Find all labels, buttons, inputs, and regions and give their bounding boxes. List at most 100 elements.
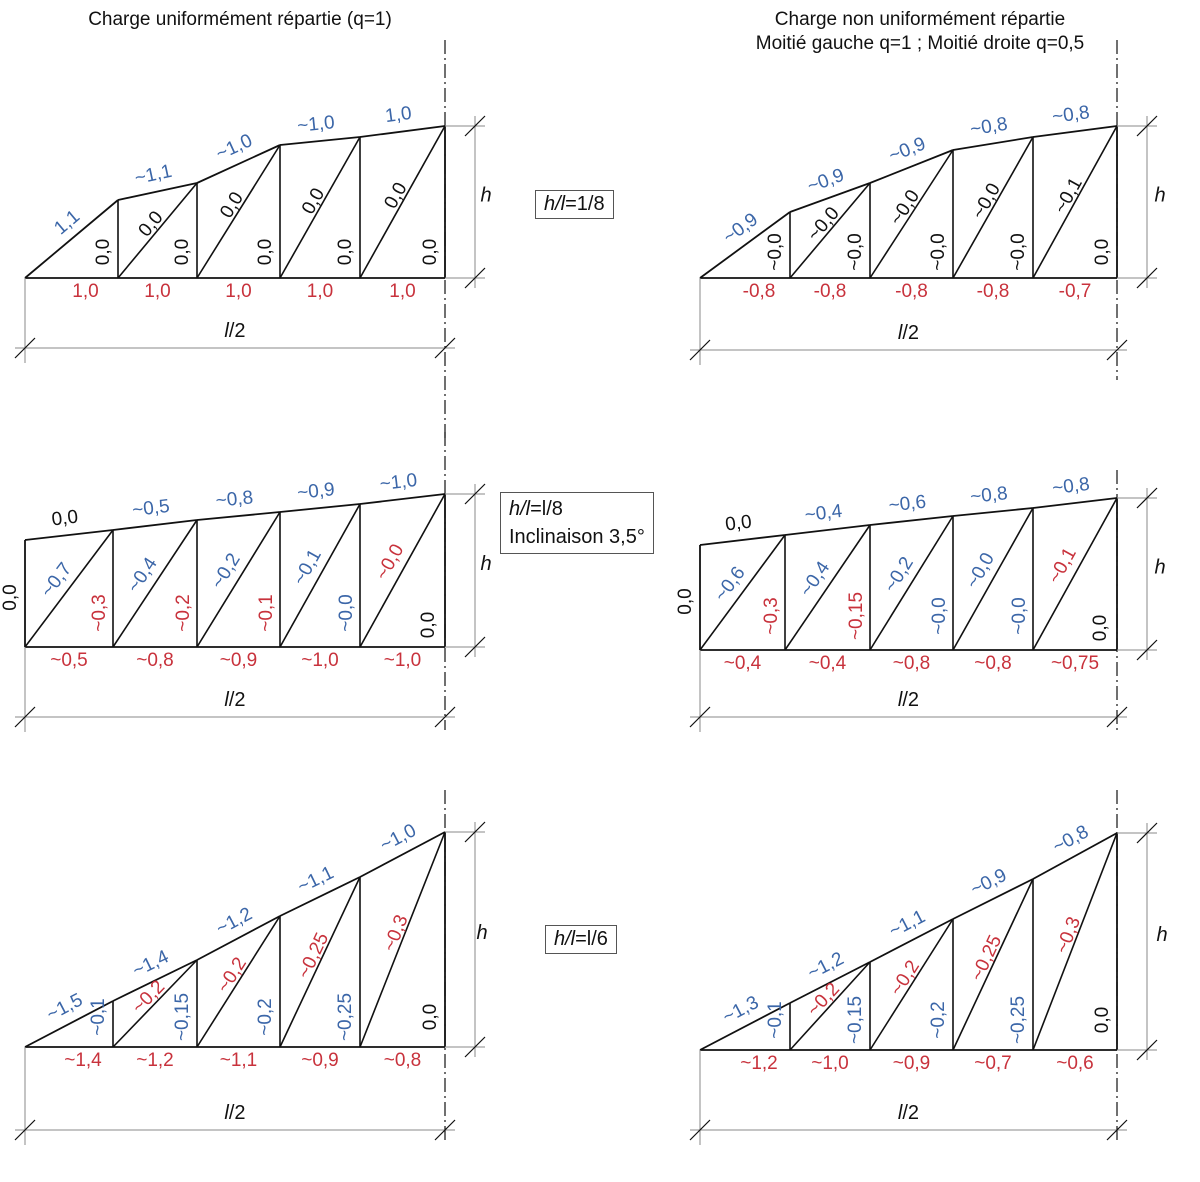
r3-left-top-label-1: ~1,5 xyxy=(43,990,86,1026)
r3-right-diagonal-3 xyxy=(869,918,954,1051)
r3-right-height-label: h xyxy=(1156,924,1167,946)
r3-right-top-label-5: ~0,8 xyxy=(1049,821,1092,857)
r3-right-top-chord-2 xyxy=(789,961,871,1004)
r2-left-top-chord-3 xyxy=(196,511,281,521)
r1-right-diag-label-4: ~0,1 xyxy=(1050,174,1087,217)
header-right-line2: Moitié gauche q=1 ; Moitié droite q=0,5 xyxy=(755,33,1085,54)
r2-left-end-left-label: 0,0 xyxy=(0,584,21,610)
r1-left-top-chord-1 xyxy=(24,199,119,279)
r1-right-vert-label-5: 0,0 xyxy=(1092,239,1113,265)
r2-left-span-label: l/2 xyxy=(224,689,245,711)
r1-right-top-label-2: ~0,9 xyxy=(805,165,847,198)
r2-left-bottom-label-1: ~0,5 xyxy=(50,650,88,671)
r2-right-bottom-label-4: ~0,8 xyxy=(974,653,1012,674)
r3-left-diagonal-5 xyxy=(359,831,446,1048)
r1-right-bottom-label-5: -0,7 xyxy=(1059,281,1092,302)
r1-left-diag-label-1: 0,0 xyxy=(135,207,168,241)
r1-right-diag-label-3: ~0,0 xyxy=(968,180,1005,223)
r3-left-vert-label-3: ~0,2 xyxy=(255,998,276,1036)
r3-left-top-label-3: ~1,2 xyxy=(213,904,256,940)
r2-right-top-chord-5 xyxy=(1032,497,1118,509)
r1-left-top-label-5: 1,0 xyxy=(384,103,413,127)
r2-right-height-tick-bottom xyxy=(1136,639,1158,661)
r1-left-diagonal-2 xyxy=(117,182,198,279)
r3-right-top-label-2: ~1,2 xyxy=(804,948,847,984)
r2-right-diagonal-3 xyxy=(869,515,954,651)
r2-right-height-label: h xyxy=(1154,556,1165,578)
r2-left-span-tick-left xyxy=(14,706,36,728)
r3-left-top-chord-4 xyxy=(279,876,361,917)
r2-right-top-label-4: ~0,8 xyxy=(969,483,1008,508)
r3-left-diag-label-2: ~0,2 xyxy=(213,954,251,997)
r1-left-bottom-label-1: 1,0 xyxy=(72,281,98,302)
r1-right-span-tick-left xyxy=(689,339,711,361)
r1-right-span-label: l/2 xyxy=(898,322,919,344)
r1-right-diagonal-4 xyxy=(952,136,1034,279)
r1-right-diagonal-2 xyxy=(789,182,871,279)
r1-right-vert-label-1: ~0,0 xyxy=(765,233,786,271)
r2-right-bottom-label-1: ~0,4 xyxy=(724,653,762,674)
r2-left-top-label-5: ~1,0 xyxy=(379,470,419,495)
r3-right-diagonal-4 xyxy=(952,878,1034,1051)
r1-left-diag-label-3: 0,0 xyxy=(298,185,329,218)
r3-left-vert-label-2: ~0,15 xyxy=(172,993,193,1041)
r3-left-diagonal-2 xyxy=(112,959,198,1048)
r2-right-bottom-label-3: ~0,8 xyxy=(893,653,931,674)
r2-right-diagonal-1 xyxy=(699,534,786,651)
r3-right-vert-label-5: 0,0 xyxy=(1092,1007,1113,1033)
r2-right-top-chord-2 xyxy=(784,524,871,536)
r3-right-top-chord-5 xyxy=(1032,832,1118,880)
r2-left-top-chord-1 xyxy=(24,529,114,541)
r3-right-span-tick-right xyxy=(1106,1119,1128,1141)
r1-right-bottom-label-4: -0,8 xyxy=(977,281,1010,302)
r3-left-top-chord-2 xyxy=(112,959,198,1002)
r2-left-top-label-2: ~0,5 xyxy=(131,496,171,521)
r2-left-vert-label-2: ~0,2 xyxy=(173,594,194,632)
r3-left-bottom-label-3: ~1,1 xyxy=(220,1050,258,1071)
r1-right-top-label-5: ~0,8 xyxy=(1051,102,1091,128)
r2-left-top-label-3: ~0,8 xyxy=(215,487,254,512)
r3-left-diag-label-3: ~0,25 xyxy=(294,930,333,982)
r1-right-span-tick-right xyxy=(1106,339,1128,361)
ratio-label-row3-a: h/l xyxy=(554,928,576,950)
r1-right-diag-label-1: ~0,0 xyxy=(804,203,844,245)
r3-right-top-chord-1 xyxy=(699,1002,791,1051)
r2-right-top-label-1: 0,0 xyxy=(724,512,753,536)
r1-right-top-chord-4 xyxy=(952,136,1034,151)
r3-left-vert-label-5: 0,0 xyxy=(420,1004,441,1030)
r3-left-bottom-label-1: ~1,4 xyxy=(64,1050,102,1071)
r2-left-bottom-label-5: ~1,0 xyxy=(384,650,422,671)
r2-left-height-tick-top xyxy=(464,483,486,505)
r1-right-top-chord-1 xyxy=(699,211,791,279)
r2-right-top-chord-1 xyxy=(699,534,786,546)
r1-left-diagonal-3 xyxy=(196,144,281,279)
header-left: Charge uniformément répartie (q=1) xyxy=(88,9,392,30)
r2-right-diag-label-5: ~0,1 xyxy=(1044,544,1081,587)
r2-left-top-chord-4 xyxy=(279,503,361,513)
r2-right-end-left-label: 0,0 xyxy=(675,588,696,614)
r2-left-top-chord-5 xyxy=(359,493,446,505)
r3-left-top-label-4: ~1,1 xyxy=(294,862,337,897)
r2-left-bottom-label-4: ~1,0 xyxy=(301,650,339,671)
r1-left-top-chord-4 xyxy=(279,136,361,146)
r2-right-span-tick-left xyxy=(689,706,711,728)
r3-left-bottom-label-5: ~0,8 xyxy=(384,1050,422,1071)
r1-right-height-label: h xyxy=(1154,184,1165,206)
ratio-label-row2-a: h/l xyxy=(509,498,531,520)
r1-left-top-label-4: ~1,0 xyxy=(296,112,335,137)
r2-left-diag-label-5: ~0,0 xyxy=(372,541,409,584)
r1-left-diagonal-5 xyxy=(359,125,446,279)
r3-left-span-tick-right xyxy=(434,1119,456,1141)
r3-right-diag-label-3: ~0,25 xyxy=(967,932,1006,984)
r3-left-height-tick-top xyxy=(464,821,486,843)
r2-left-height-tick-bottom xyxy=(464,636,486,658)
r3-left-height-label: h xyxy=(476,922,487,944)
r2-right-diag-label-3: ~0,2 xyxy=(880,553,918,596)
r1-left-bottom-label-4: 1,0 xyxy=(307,281,333,302)
r2-left-diag-label-3: ~0,2 xyxy=(207,550,245,593)
r2-left-vert-label-4: ~0,0 xyxy=(336,594,357,632)
r3-left-vert-label-4: ~0,25 xyxy=(335,993,356,1041)
r1-left-vert-label-1: 0,0 xyxy=(93,239,114,265)
r2-right-span-tick-right xyxy=(1106,706,1128,728)
r1-right-diag-label-2: ~0,0 xyxy=(886,186,924,229)
